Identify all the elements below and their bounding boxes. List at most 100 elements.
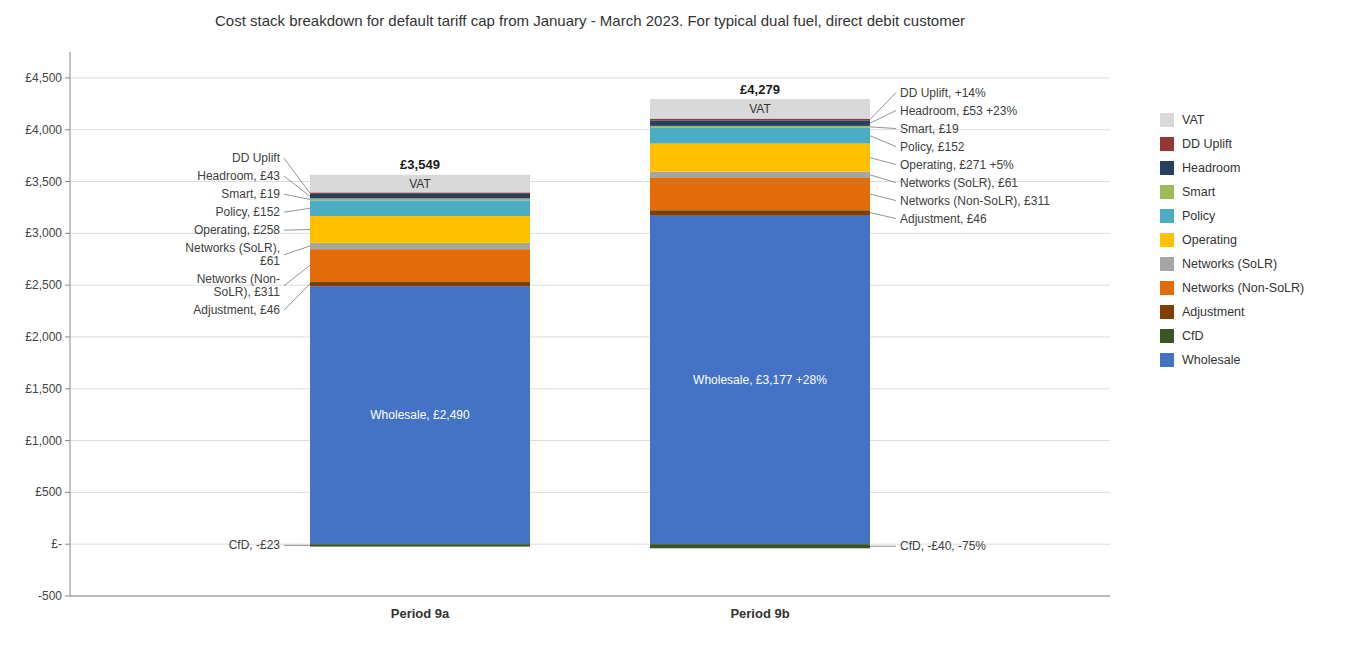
legend-swatch xyxy=(1160,305,1174,319)
text-line: SoLR), £311 xyxy=(214,285,281,299)
total-label: £4,279 xyxy=(740,82,780,97)
leader-line xyxy=(284,246,310,255)
leader-line xyxy=(284,194,310,199)
annotation: Policy, £152 xyxy=(216,205,281,219)
bars xyxy=(310,99,870,548)
tick-label: £2,500 xyxy=(25,278,62,292)
leader-line xyxy=(870,127,896,129)
text-line: CfD, -£40, -75% xyxy=(900,539,986,553)
text-line: Networks (SoLR), xyxy=(185,241,280,255)
leader-line xyxy=(284,545,310,546)
tick-mark xyxy=(65,336,70,337)
legend-swatch xyxy=(1160,233,1174,247)
annotation: CfD, -£40, -75% xyxy=(900,539,986,553)
bar-segment xyxy=(650,215,870,544)
tick-mark xyxy=(65,440,70,441)
leader-line xyxy=(284,208,310,212)
legend-label: Networks (Non-SoLR) xyxy=(1182,281,1304,295)
annotation: DD Uplift, +14% xyxy=(900,86,986,100)
bar-segment xyxy=(310,249,530,281)
legend-swatch xyxy=(1160,281,1174,295)
annotation: Headroom, £53 +23% xyxy=(900,104,1017,118)
category-label: Period 9b xyxy=(730,606,789,621)
legend-label: VAT xyxy=(1182,113,1205,127)
bar-segment xyxy=(650,128,870,144)
grid-line xyxy=(70,77,1110,78)
segment-label: Wholesale, £3,177 +28% xyxy=(693,373,827,387)
annotations: Wholesale, £2,490VATWholesale, £3,177 +2… xyxy=(185,86,1050,554)
tick-mark xyxy=(65,492,70,493)
legend-label: CfD xyxy=(1182,329,1204,343)
segment-label: VAT xyxy=(749,102,771,116)
text-line: Wholesale, £3,177 +28% xyxy=(693,373,827,387)
leader-line xyxy=(870,175,896,183)
bar-segment xyxy=(650,99,870,118)
tick-mark xyxy=(65,181,70,182)
x-axis-line xyxy=(70,596,1110,597)
leader-line xyxy=(284,284,310,310)
grid-line xyxy=(70,336,1110,337)
bar-segment xyxy=(650,544,870,548)
bar-segment xyxy=(650,119,870,121)
text-line: Smart, £19 xyxy=(221,187,280,201)
leader-line xyxy=(870,111,896,124)
text-line: VAT xyxy=(409,177,431,191)
bar-segment xyxy=(310,200,530,216)
text-line: Operating, £258 xyxy=(194,223,280,237)
text-line: Policy, £152 xyxy=(216,205,281,219)
text-line: Headroom, £43 xyxy=(197,169,280,183)
tick-label: £2,000 xyxy=(25,330,62,344)
annotation: Networks (SoLR), £61 xyxy=(900,176,1018,190)
leader-line xyxy=(284,158,310,193)
text-line: Networks (Non-SoLR), £311 xyxy=(900,194,1050,208)
y-axis: -500£-£500£1,000£1,500£2,000£2,500£3,000… xyxy=(25,71,1110,603)
text-line: Smart, £19 xyxy=(900,122,959,136)
text-line: Adjustment, £46 xyxy=(193,303,280,317)
tick-mark xyxy=(65,596,70,597)
leader-line xyxy=(284,265,310,285)
text-line: Adjustment, £46 xyxy=(900,212,987,226)
annotation: Operating, £271 +5% xyxy=(900,158,1014,172)
tick-label: £4,500 xyxy=(25,71,62,85)
bar-segment xyxy=(650,144,870,172)
grid-line xyxy=(70,492,1110,493)
tick-label: £1,000 xyxy=(25,434,62,448)
text-line: VAT xyxy=(749,102,771,116)
tick-mark xyxy=(65,388,70,389)
annotation: Networks (Non-SoLR), £311 xyxy=(197,272,281,299)
tick-mark xyxy=(65,544,70,545)
text-line: £61 xyxy=(260,254,280,268)
legend-label: Smart xyxy=(1182,185,1216,199)
title: Cost stack breakdown for default tariff … xyxy=(215,12,965,29)
annotation: Adjustment, £46 xyxy=(900,212,987,226)
annotation: Networks (Non-SoLR), £311 xyxy=(900,194,1050,208)
tick-mark xyxy=(65,129,70,130)
leader-line xyxy=(870,213,896,219)
text-line: Networks (SoLR), £61 xyxy=(900,176,1018,190)
legend-label: Operating xyxy=(1182,233,1237,247)
tick-mark xyxy=(65,77,70,78)
annotation: CfD, -£23 xyxy=(229,538,281,552)
tick-label: £3,000 xyxy=(25,226,62,240)
tick-label: £4,000 xyxy=(25,123,62,137)
text-line: Headroom, £53 +23% xyxy=(900,104,1017,118)
segment-label: VAT xyxy=(409,177,431,191)
legend-label: Policy xyxy=(1182,209,1216,223)
leader-line xyxy=(870,546,896,547)
leader-line xyxy=(284,229,310,231)
bar-segment xyxy=(650,120,870,125)
bar-segment xyxy=(650,172,870,178)
bar-segment xyxy=(310,194,530,198)
bar-segment xyxy=(310,175,530,193)
leader-line xyxy=(284,176,310,196)
chart: Cost stack breakdown for default tariff … xyxy=(0,0,1361,646)
legend-swatch xyxy=(1160,209,1174,223)
annotation: DD Uplift xyxy=(232,151,281,165)
annotation: Smart, £19 xyxy=(221,187,280,201)
annotation: Operating, £258 xyxy=(194,223,280,237)
grid-line xyxy=(70,388,1110,389)
legend-swatch xyxy=(1160,257,1174,271)
legend-swatch xyxy=(1160,161,1174,175)
legend-swatch xyxy=(1160,353,1174,367)
category-label: Period 9a xyxy=(391,606,450,621)
